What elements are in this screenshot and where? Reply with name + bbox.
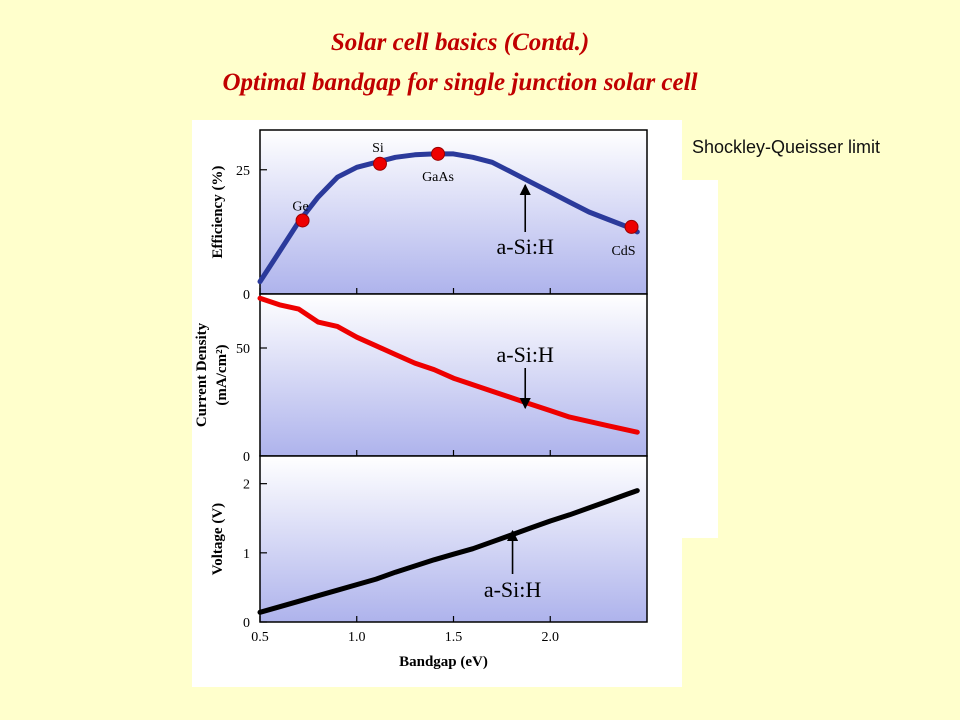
y-tick-label-current_density: 0 (243, 450, 250, 465)
shockley-queisser-label: Shockley-Queisser limit (692, 137, 881, 157)
series-line-voltage (257, 488, 640, 615)
y-axis-unit-current_density: (mA/cm²) (214, 344, 230, 405)
y-tick-label-voltage: 1 (243, 547, 250, 562)
y-axis-label-voltage: Voltage (V) (210, 503, 226, 575)
material-marker-ge (295, 213, 310, 228)
material-label-ge: Ge (292, 199, 308, 214)
y-tick-label-current_density: 50 (236, 342, 250, 357)
x-tick-label: 1.5 (445, 630, 463, 645)
series-line-efficiency (257, 151, 640, 285)
y-tick-label-efficiency: 0 (243, 288, 250, 303)
figure-background-strip (682, 180, 718, 538)
slide-title-line-2: Optimal bandgap for single junction sola… (222, 69, 698, 96)
y-axis-label-efficiency: Efficiency (%) (210, 166, 226, 259)
annotation-label-efficiency: a-Si:H (496, 234, 554, 259)
y-tick-label-efficiency: 25 (236, 164, 250, 179)
x-tick-label: 1.0 (348, 630, 366, 645)
x-axis-label: Bandgap (eV) (399, 654, 488, 670)
series-line-current_density (257, 295, 640, 435)
material-label-gaas: GaAs (422, 170, 454, 185)
material-label-cds: CdS (611, 244, 635, 259)
y-axis-label-current_density: Current Density (194, 322, 210, 427)
annotation-label-current: a-Si:H (496, 342, 554, 367)
annotation-label-voltage: a-Si:H (484, 577, 542, 602)
slide-title-line-1: Solar cell basics (Contd.) (330, 29, 590, 56)
x-tick-label: 2.0 (542, 630, 560, 645)
panel-efficiency (259, 129, 648, 295)
material-label-si: Si (372, 141, 384, 156)
material-marker-cds (624, 219, 639, 234)
material-marker-gaas (431, 146, 446, 161)
x-tick-label: 0.5 (251, 630, 269, 645)
y-tick-label-voltage: 2 (243, 478, 250, 493)
panel-current_density (259, 293, 648, 457)
y-tick-label-voltage: 0 (243, 616, 250, 631)
material-marker-si (372, 156, 387, 171)
